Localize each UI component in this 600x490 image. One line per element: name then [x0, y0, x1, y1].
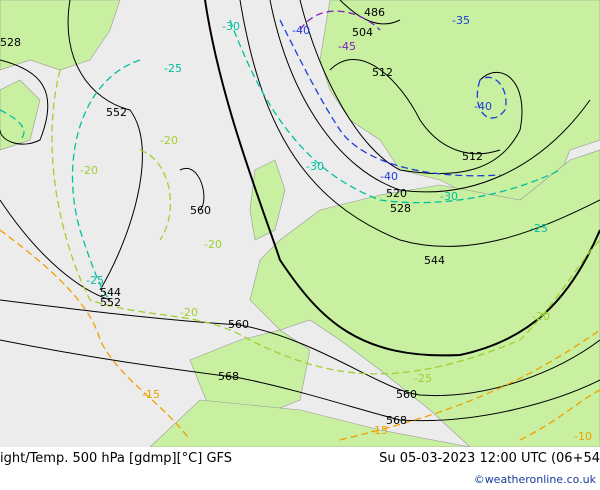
map-datetime: Su 05-03-2023 12:00 UTC (06+54	[379, 451, 600, 466]
svg-text:512: 512	[462, 150, 483, 163]
svg-text:-20: -20	[80, 164, 98, 177]
temp-labels: -35 -40 -45 -30 -25 -20 -20 -20 -20 -25 …	[80, 14, 592, 443]
svg-text:504: 504	[352, 26, 373, 39]
north-africa	[149, 399, 471, 447]
svg-text:-40: -40	[292, 24, 310, 37]
svg-text:-25: -25	[164, 62, 182, 75]
svg-text:-30: -30	[440, 190, 458, 203]
greenland	[0, 0, 121, 71]
svg-text:-30: -30	[306, 160, 324, 173]
temp-contours	[0, 10, 600, 441]
map-title: ight/Temp. 500 hPa [gdmp][°C] GFS	[0, 451, 233, 466]
svg-text:560: 560	[228, 318, 249, 331]
svg-text:528: 528	[0, 36, 21, 49]
height-contours	[0, 0, 600, 422]
europe	[249, 149, 600, 447]
svg-text:-40: -40	[474, 100, 492, 113]
svg-text:-20: -20	[204, 238, 222, 251]
svg-text:552: 552	[100, 296, 121, 309]
svg-text:560: 560	[396, 388, 417, 401]
svg-text:560: 560	[190, 204, 211, 217]
svg-text:-10: -10	[574, 430, 592, 443]
svg-text:-35: -35	[452, 14, 470, 27]
svg-text:544: 544	[424, 254, 445, 267]
svg-text:-15: -15	[142, 388, 160, 401]
height-labels: 486 504 512 528 552 560 544 552 520 528 …	[0, 6, 483, 427]
svg-text:552: 552	[106, 106, 127, 119]
land	[0, 0, 600, 447]
weather-map: 486 504 512 528 552 560 544 552 520 528 …	[0, 0, 600, 447]
svg-text:-25: -25	[86, 274, 104, 287]
svg-text:520: 520	[386, 187, 407, 200]
credit-link[interactable]: ©weatheronline.co.uk	[473, 473, 596, 486]
svg-text:568: 568	[386, 414, 407, 427]
svg-text:-40: -40	[380, 170, 398, 183]
svg-text:-25: -25	[414, 372, 432, 385]
svg-text:512: 512	[372, 66, 393, 79]
svg-text:-25: -25	[530, 222, 548, 235]
svg-text:-20: -20	[160, 134, 178, 147]
svg-text:568: 568	[218, 370, 239, 383]
canada	[0, 79, 41, 151]
svg-text:528: 528	[390, 202, 411, 215]
svg-text:-20: -20	[532, 310, 550, 323]
british-isles	[249, 159, 286, 241]
svg-text:544: 544	[100, 286, 121, 299]
svg-text:-45: -45	[338, 40, 356, 53]
svg-text:-30: -30	[222, 20, 240, 33]
svg-text:-20: -20	[180, 306, 198, 319]
svg-text:-15: -15	[370, 424, 388, 437]
svg-text:486: 486	[364, 6, 385, 19]
